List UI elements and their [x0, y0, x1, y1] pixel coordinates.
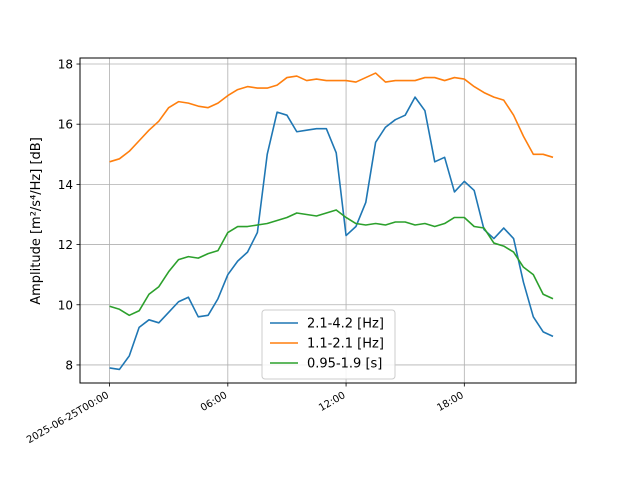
series-line-1: [109, 72, 554, 163]
legend-label-0: 2.1-4.2 [Hz]: [307, 317, 384, 332]
series-lines: [109, 72, 554, 371]
legend-label-2: 0.95-1.9 [s]: [307, 357, 382, 372]
y-tick-label: 8: [65, 358, 73, 372]
series-line-0: [109, 96, 554, 371]
y-tick-label: 16: [58, 118, 73, 132]
y-tick-label: 10: [58, 298, 73, 312]
y-axis-label: Amplitude [m²/s⁴/Hz] [dB]: [29, 137, 44, 305]
legend-label-1: 1.1-2.1 [Hz]: [307, 337, 384, 352]
y-tick-label: 18: [58, 58, 73, 72]
plot-frame: [79, 57, 577, 384]
y-tick-label: 12: [58, 238, 73, 252]
legend: 2.1-4.2 [Hz] 1.1-2.1 [Hz] 0.95-1.9 [s]: [261, 309, 396, 380]
legend-box: [261, 309, 396, 380]
grid: [80, 58, 576, 383]
series-line-2: [109, 209, 554, 317]
y-tick-label: 14: [58, 178, 73, 192]
